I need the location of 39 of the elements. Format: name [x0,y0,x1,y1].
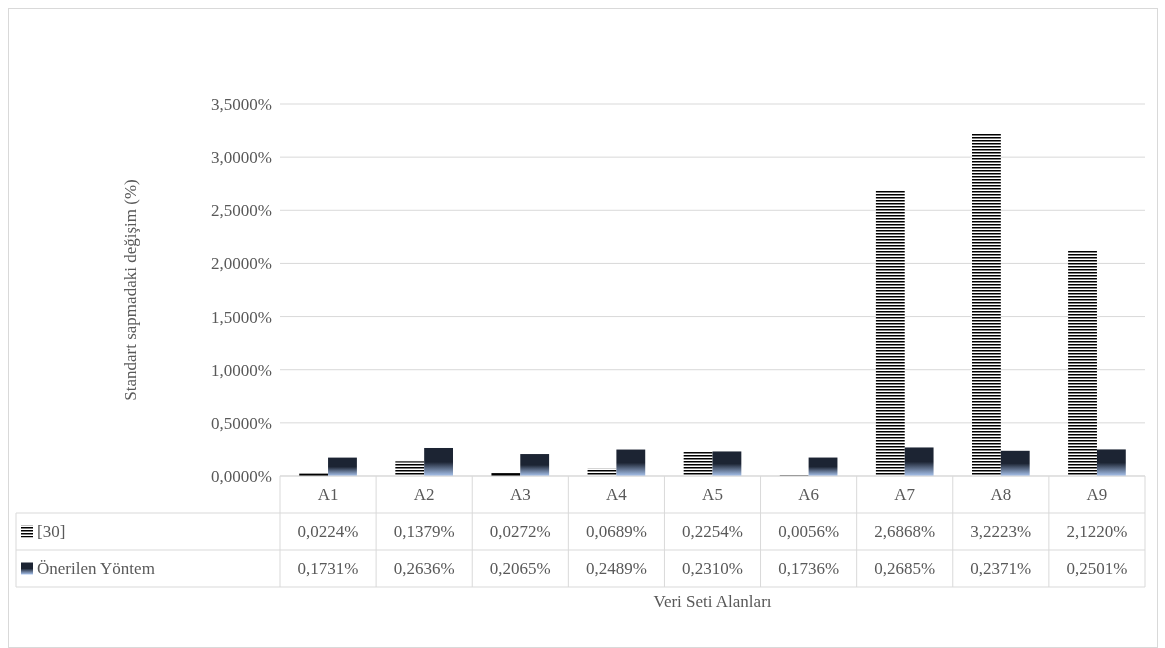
y-tick-label: 0,5000% [211,413,272,433]
data-label: 2,6868% [874,522,936,542]
x-tick-label: A9 [1086,485,1108,505]
data-label: 0,2310% [682,559,743,579]
data-label: 0,2489% [585,559,647,579]
x-tick-label: A1 [317,485,339,505]
x-tick-label: A4 [606,485,628,505]
data-label: 0,2254% [682,522,743,542]
data-label: 2,1220% [1066,522,1128,542]
data-label: 0,0224% [297,522,359,542]
legend-label: [30] [37,522,66,542]
legend-label: Önerilen Yöntem [37,559,155,579]
text: Veri Seti Alanları [653,591,772,611]
y-tick-label: 1,0000% [211,360,272,380]
data-label: 0,0689% [585,522,647,542]
data-label: 0,2065% [489,559,551,579]
data-label: 0,1379% [393,522,455,542]
data-label: 0,2685% [874,559,936,579]
x-tick-label: A3 [509,485,531,505]
y-tick-label: 2,5000% [211,201,272,221]
data-label: 0,1736% [778,559,840,579]
y-axis-title: Standart sapmadaki değişim (%) [121,179,140,401]
data-label: 0,2636% [393,559,455,579]
data-label: 0,0272% [489,522,551,542]
y-tick-label: 2,0000% [211,254,272,274]
x-tick-label: A7 [894,485,916,505]
y-tick-label: 3,0000% [211,148,272,168]
data-label: 3,2223% [970,522,1032,542]
x-tick-label: A8 [990,485,1012,505]
y-tick-label: 0,0000% [211,466,272,486]
data-label: 0,2371% [970,559,1032,579]
x-tick-label: A2 [413,485,435,505]
y-tick-label: 3,5000% [211,94,272,114]
x-tick-label: A5 [702,485,723,505]
data-label: 0,0056% [778,522,840,542]
data-label: 0,2501% [1066,559,1128,579]
x-tick-label: A6 [798,485,819,505]
data-label: 0,1731% [297,559,359,579]
y-tick-label: 1,5000% [211,307,272,327]
